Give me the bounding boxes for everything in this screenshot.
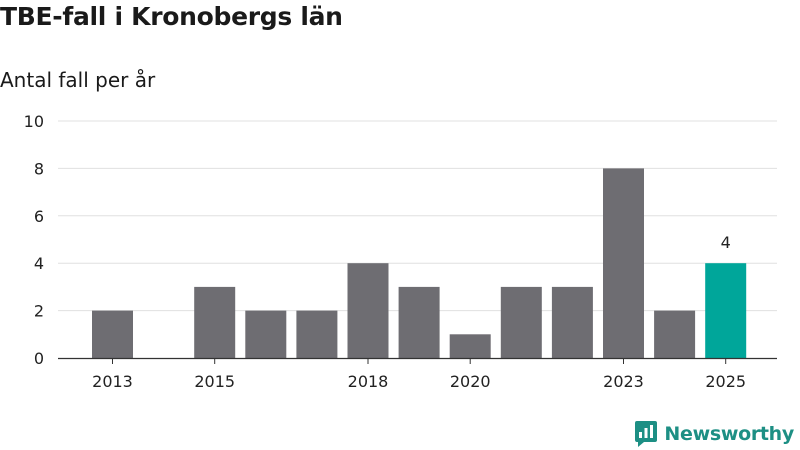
bar bbox=[347, 263, 389, 358]
data-label: 4 bbox=[721, 233, 731, 252]
bar bbox=[551, 286, 593, 358]
x-tick-label: 2023 bbox=[603, 372, 644, 391]
x-tick-label: 2018 bbox=[348, 372, 389, 391]
bar bbox=[194, 286, 236, 358]
y-tick-label: 6 bbox=[34, 207, 44, 226]
brand-name: Newsworthy bbox=[664, 423, 794, 445]
x-tick-label: 2025 bbox=[705, 372, 746, 391]
y-tick-label: 10 bbox=[24, 112, 44, 131]
x-tick-label: 2020 bbox=[450, 372, 491, 391]
bar bbox=[654, 310, 696, 358]
brand: Newsworthy bbox=[634, 420, 794, 448]
chart-title: TBE-fall i Kronobergs län bbox=[0, 2, 343, 31]
y-tick-label: 8 bbox=[34, 159, 44, 178]
bar bbox=[398, 286, 440, 358]
bar bbox=[296, 310, 338, 358]
y-tick-label: 4 bbox=[34, 254, 44, 273]
x-tick-label: 2013 bbox=[92, 372, 133, 391]
bar bbox=[245, 310, 287, 358]
bar bbox=[603, 168, 644, 358]
bar bbox=[92, 310, 133, 358]
chart-subtitle: Antal fall per år bbox=[0, 68, 156, 92]
bar-highlight bbox=[705, 263, 747, 358]
bar bbox=[449, 334, 491, 358]
y-tick-label: 0 bbox=[34, 349, 44, 368]
y-tick-label: 2 bbox=[34, 302, 44, 321]
bar bbox=[500, 286, 542, 358]
x-tick-label: 2015 bbox=[194, 372, 235, 391]
newsworthy-logo-icon bbox=[635, 421, 658, 447]
